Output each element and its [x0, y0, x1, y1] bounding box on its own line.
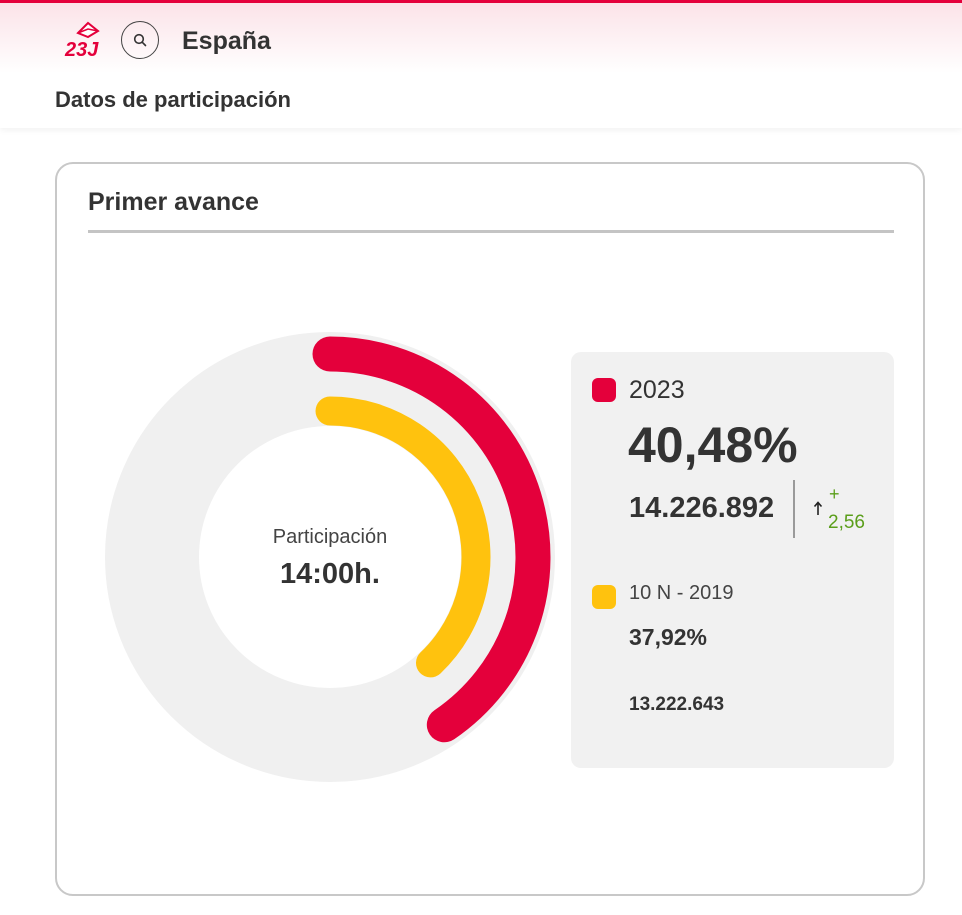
diff-value: 2,56 — [828, 512, 865, 533]
votes-2023: 14.226.892 — [629, 492, 775, 524]
arrow-up-icon — [813, 501, 823, 515]
section-title: Datos de participación — [55, 87, 291, 112]
participation-card: Primer avance Participación 14:00h. 2023… — [55, 162, 925, 896]
legend-divider — [793, 480, 795, 538]
23j-ballot-logo-icon[interactable]: 23J — [64, 21, 104, 59]
votes-2019: 13.222.643 — [629, 694, 725, 715]
donut-arc-10-n-2019[interactable] — [315, 396, 491, 678]
percent-2019: 37,92% — [629, 624, 708, 650]
card-title: Primer avance — [88, 188, 259, 216]
search-button[interactable] — [121, 21, 159, 59]
donut-track — [105, 332, 555, 782]
legend-swatch-2023 — [592, 378, 616, 402]
donut-arc-2023[interactable] — [312, 336, 551, 743]
region-title[interactable]: España — [182, 27, 271, 55]
center-label: Participación — [272, 526, 388, 548]
legend-swatch-2019 — [592, 585, 616, 609]
top-header: 23J España Datos de participación — [0, 0, 962, 128]
legend-label-2023: 2023 — [629, 376, 685, 404]
legend-label-2019: 10 N - 2019 — [629, 582, 734, 604]
participation-donut-chart — [105, 332, 555, 782]
legend-panel: 2023 40,48% 14.226.892 + 2,56 10 N - 201… — [571, 352, 894, 768]
logo-text: 23J — [64, 39, 99, 59]
percent-2023: 40,48% — [628, 417, 798, 473]
search-icon — [133, 33, 147, 47]
center-time: 14:00h. — [280, 558, 380, 590]
title-divider — [88, 230, 894, 233]
diff-sign: + — [829, 484, 840, 504]
